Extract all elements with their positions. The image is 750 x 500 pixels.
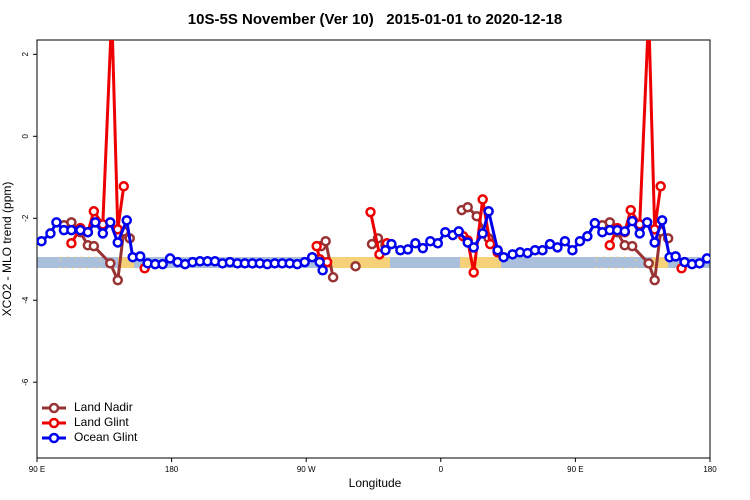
data-point	[567, 244, 578, 256]
data-point	[604, 240, 616, 251]
data-point	[118, 181, 129, 192]
data-point	[306, 251, 318, 263]
data-point	[559, 235, 571, 247]
data-point	[484, 238, 496, 250]
y-tick-label: -6	[21, 378, 30, 386]
x-tick-label: 180	[703, 465, 717, 474]
data-point	[453, 226, 464, 237]
data-point	[468, 242, 479, 253]
legend-marker	[48, 402, 60, 414]
y-tick-label: -2	[21, 214, 30, 222]
data-point	[105, 258, 116, 269]
legend-marker	[48, 417, 60, 429]
data-point	[51, 217, 62, 228]
data-point	[432, 238, 444, 249]
y-tick-label: -4	[21, 296, 30, 304]
data-point	[45, 228, 56, 239]
data-point	[380, 244, 391, 256]
data-point	[105, 217, 116, 228]
data-point	[626, 215, 638, 227]
data-point	[492, 244, 503, 256]
data-point	[477, 194, 488, 205]
data-point	[552, 242, 563, 253]
x-axis-label: Longitude	[349, 476, 402, 490]
data-point	[634, 228, 645, 239]
data-point	[97, 228, 109, 239]
data-point	[537, 244, 548, 256]
data-point	[498, 251, 509, 263]
x-tick-label: 90 W	[297, 465, 316, 474]
y-axis-label: XCO2 - MLO trend (ppm)	[0, 182, 14, 317]
data-point	[589, 217, 601, 229]
data-point	[66, 238, 77, 249]
data-point	[645, 9, 653, 17]
data-point	[483, 206, 494, 217]
data-point	[121, 215, 132, 226]
data-point	[641, 217, 653, 228]
data-point	[320, 235, 331, 247]
data-point	[417, 242, 429, 254]
data-point	[670, 251, 681, 262]
data-point	[582, 231, 593, 242]
data-point	[90, 217, 101, 228]
data-point	[299, 256, 310, 268]
x-tick-label: 0	[439, 465, 444, 474]
data-point	[468, 267, 479, 278]
data-point	[626, 240, 638, 252]
data-point	[656, 215, 668, 226]
data-point	[619, 226, 631, 237]
x-tick-label: 90 E	[567, 465, 583, 474]
data-point	[108, 9, 116, 17]
data-point	[37, 235, 47, 247]
data-point	[701, 253, 710, 264]
data-point	[462, 201, 473, 213]
data-point	[365, 206, 376, 218]
chart-title: 10S-5S November (Ver 10) 2015-01-01 to 2…	[188, 11, 562, 28]
data-point	[410, 238, 421, 249]
data-point	[112, 274, 124, 286]
data-point	[350, 260, 361, 272]
legend-label: Ocean Glint	[74, 430, 138, 444]
data-point	[643, 258, 654, 269]
data-point	[82, 226, 94, 238]
y-tick-label: 0	[21, 134, 30, 139]
data-point	[311, 240, 322, 252]
data-point	[157, 258, 168, 270]
x-tick-label: 180	[165, 465, 179, 474]
data-point	[477, 228, 488, 239]
x-tick-label: 90 E	[29, 465, 45, 474]
data-point	[655, 181, 666, 192]
data-point	[112, 237, 124, 248]
data-point	[649, 237, 660, 248]
data-point	[134, 251, 146, 262]
data-point	[327, 272, 339, 283]
data-point	[402, 244, 414, 255]
data-point	[649, 274, 660, 286]
legend-label: Land Glint	[74, 415, 129, 429]
data-point	[694, 258, 705, 269]
data-point	[317, 265, 328, 276]
legend-marker	[48, 432, 60, 444]
data-point	[625, 204, 636, 216]
data-point	[88, 206, 100, 217]
y-tick-label: 2	[21, 52, 30, 57]
legend-label: Land Nadir	[74, 400, 133, 414]
data-point	[574, 235, 586, 247]
data-point	[88, 240, 100, 252]
data-point	[66, 224, 77, 236]
plot-frame	[36, 39, 711, 459]
data-point	[386, 238, 397, 250]
data-point	[314, 256, 325, 268]
